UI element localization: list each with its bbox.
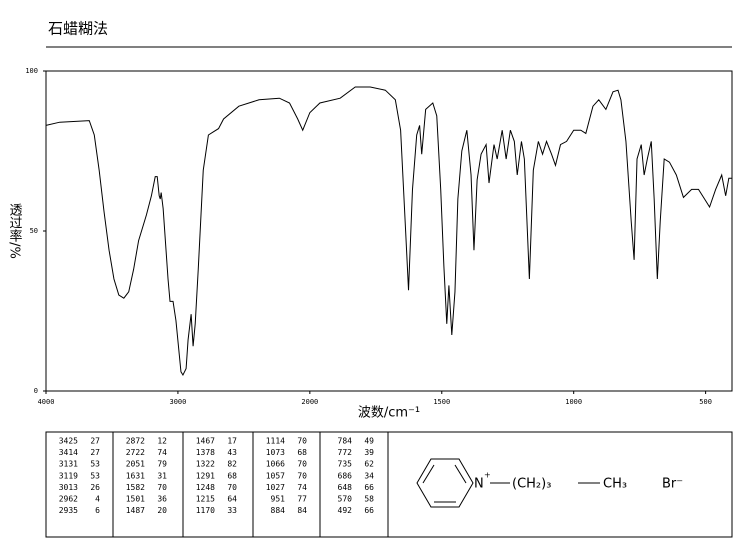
transmittance-cell: 17	[227, 437, 237, 446]
wavenumber-cell: 2051	[126, 460, 145, 469]
wavenumber-cell: 3414	[59, 448, 78, 457]
transmittance-cell: 70	[297, 437, 307, 446]
terminal-group: CH₃	[603, 477, 627, 492]
transmittance-cell: 82	[227, 460, 237, 469]
wavenumber-cell: 1378	[196, 448, 215, 457]
transmittance-cell: 4	[95, 495, 100, 504]
y-tick-label: 0	[34, 387, 38, 395]
wavenumber-cell: 951	[271, 495, 286, 504]
x-tick-label: 1500	[433, 398, 450, 406]
wavenumber-cell: 1487	[126, 506, 145, 515]
wavenumber-cell: 1631	[126, 471, 145, 480]
transmittance-cell: 26	[90, 483, 100, 492]
transmittance-cell: 43	[227, 448, 237, 457]
counterion: Br⁻	[662, 477, 683, 492]
x-axis-label: 波数/cm⁻¹	[358, 406, 420, 421]
ring-bond	[454, 464, 467, 484]
wavenumber-cell: 1582	[126, 483, 145, 492]
transmittance-cell: 27	[90, 448, 100, 457]
ring	[416, 458, 474, 508]
transmittance-cell: 53	[90, 471, 100, 480]
transmittance-cell: 77	[297, 495, 307, 504]
wavenumber-cell: 1322	[196, 460, 215, 469]
wavenumber-cell: 884	[271, 506, 286, 515]
x-tick-label: 3000	[169, 398, 186, 406]
transmittance-cell: 79	[157, 460, 167, 469]
transmittance-cell: 74	[297, 483, 307, 492]
wavenumber-cell: 492	[338, 506, 353, 515]
wavenumber-cell: 3013	[59, 483, 78, 492]
wavenumber-cell: 1215	[196, 495, 215, 504]
transmittance-cell: 33	[227, 506, 237, 515]
wavenumber-cell: 1027	[266, 483, 285, 492]
transmittance-cell: 68	[297, 448, 307, 457]
x-tick-label: 500	[699, 398, 712, 406]
transmittance-cell: 12	[157, 437, 167, 446]
transmittance-cell: 84	[297, 506, 307, 515]
wavenumber-cell: 1170	[196, 506, 215, 515]
wavenumber-cell: 772	[338, 448, 353, 457]
wavenumber-cell: 1057	[266, 471, 285, 480]
transmittance-cell: 66	[364, 506, 374, 515]
transmittance-cell: 58	[364, 495, 374, 504]
wavenumber-cell: 2722	[126, 448, 145, 457]
transmittance-cell: 6	[95, 506, 100, 515]
peak-table: 3425 27 3414 27 3131 53 3119 53 3013 26 2962 4 2935 6…	[45, 431, 733, 538]
transmittance-cell: 70	[297, 460, 307, 469]
transmittance-cell: 68	[227, 471, 237, 480]
wavenumber-cell: 1066	[266, 460, 285, 469]
transmittance-cell: 20	[157, 506, 167, 515]
x-tick-label: 1000	[565, 398, 582, 406]
wavenumber-cell: 3131	[59, 460, 78, 469]
table-frame	[45, 431, 733, 538]
x-tick-label: 4000	[38, 398, 55, 406]
wavenumber-cell: 1501	[126, 495, 145, 504]
wavenumber-cell: 784	[338, 437, 353, 446]
transmittance-cell: 27	[90, 437, 100, 446]
transmittance-cell: 49	[364, 437, 374, 446]
transmittance-cell: 74	[157, 448, 167, 457]
wavenumber-cell: 648	[338, 483, 353, 492]
wavenumber-cell: 1114	[266, 437, 285, 446]
transmittance-cell: 70	[227, 483, 237, 492]
x-tick-label: 2000	[301, 398, 318, 406]
page-title: 石蜡糊法	[48, 20, 108, 38]
wavenumber-cell: 1291	[196, 471, 215, 480]
transmittance-cell: 70	[297, 471, 307, 480]
transmittance-cell: 39	[364, 448, 374, 457]
spectrum-line	[45, 86, 732, 377]
wavenumber-cell: 1073	[266, 448, 285, 457]
ring-bond	[422, 464, 435, 484]
wavenumber-cell: 2962	[59, 495, 78, 504]
wavenumber-cell: 3425	[59, 437, 78, 446]
wavenumber-cell: 1467	[196, 437, 215, 446]
y-tick-label: 100	[25, 67, 38, 75]
transmittance-cell: 31	[157, 471, 167, 480]
wavenumber-cell: 1248	[196, 483, 215, 492]
plot-frame	[45, 70, 733, 392]
wavenumber-cell: 735	[338, 460, 353, 469]
wavenumber-cell: 686	[338, 471, 353, 480]
charge: +	[484, 471, 491, 480]
transmittance-cell: 70	[157, 483, 167, 492]
y-axis-label: 透过率/%	[7, 203, 23, 259]
transmittance-cell: 64	[227, 495, 237, 504]
wavenumber-cell: 2872	[126, 437, 145, 446]
transmittance-cell: 36	[157, 495, 167, 504]
wavenumber-cell: 3119	[59, 471, 78, 480]
y-tick-label: 50	[30, 227, 38, 235]
transmittance-cell: 53	[90, 460, 100, 469]
chain: (CH₂)₃	[512, 477, 551, 492]
transmittance-cell: 62	[364, 460, 374, 469]
wavenumber-cell: 570	[338, 495, 353, 504]
transmittance-cell: 66	[364, 483, 374, 492]
structure: N + (CH₂)₃ CH₃ Br⁻	[416, 458, 683, 508]
nitrogen: N	[474, 477, 484, 492]
wavenumber-cell: 2935	[59, 506, 78, 515]
transmittance-cell: 34	[364, 471, 374, 480]
